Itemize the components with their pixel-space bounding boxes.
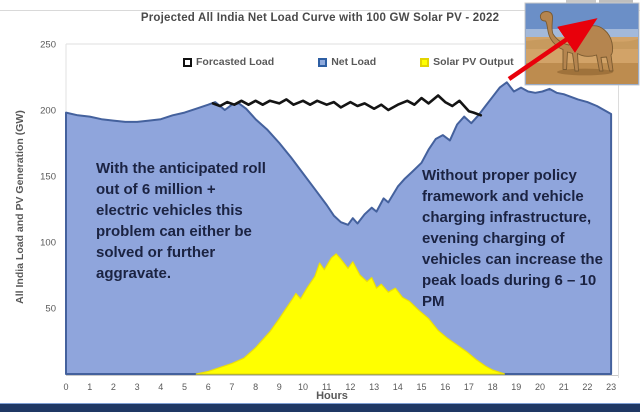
y-tick-label: 150: [40, 172, 56, 183]
legend-label: Net Load: [331, 56, 377, 68]
x-tick-label: 5: [182, 382, 187, 392]
x-tick-label: 6: [206, 382, 211, 392]
x-tick-label: 14: [393, 382, 403, 392]
net-load-area: [65, 81, 613, 375]
x-tick-label: 22: [582, 382, 592, 392]
x-tick-label: 1: [87, 382, 92, 392]
x-tick-label: 7: [229, 382, 234, 392]
x-tick-label: 20: [535, 382, 545, 392]
solar-pv-area: [195, 253, 505, 375]
x-tick-label: 12: [345, 382, 355, 392]
watermark-smudge: [566, 0, 633, 3]
y-axis-title: All India Load and PV Generation (GW): [14, 110, 26, 304]
x-tick-label: 18: [488, 382, 498, 392]
legend-label: Forcasted Load: [196, 56, 275, 68]
forecasted-load-line: [211, 94, 483, 117]
y-tick-label: 50: [45, 304, 56, 315]
y-tick-label: 100: [40, 238, 56, 249]
y-tick-label: 250: [40, 40, 56, 51]
x-tick-label: 0: [63, 382, 68, 392]
forecasted-load-swatch-icon: [183, 57, 192, 67]
x-tick-label: 23: [606, 382, 616, 392]
x-tick-label: 13: [369, 382, 379, 392]
slide-bottom-bar: [0, 403, 640, 412]
arrow-annotation: [507, 18, 598, 81]
x-tick-label: 17: [464, 382, 474, 392]
x-tick-label: 2: [111, 382, 116, 392]
x-tick-label: 19: [511, 382, 521, 392]
x-tick-label: 3: [135, 382, 140, 392]
chart-title: Projected All India Net Load Curve with …: [140, 12, 500, 24]
legend: Forcasted Load Net Load Solar PV Output: [183, 56, 514, 68]
net-load-swatch-icon: [318, 57, 328, 67]
x-tick-label: 16: [440, 382, 450, 392]
legend-label: Solar PV Output: [433, 56, 514, 68]
x-tick-label: 10: [298, 382, 308, 392]
x-tick-label: 9: [277, 382, 282, 392]
annotation-evening-charging: Without proper policy framework and vehi…: [422, 167, 603, 310]
x-tick-label: 11: [322, 382, 331, 392]
x-tick-label: 15: [416, 382, 426, 392]
x-axis-title: Hours: [316, 390, 348, 402]
x-tick-label: 4: [158, 382, 163, 392]
x-tick-label: 8: [253, 382, 258, 392]
solar-pv-swatch-icon: [420, 57, 430, 67]
x-tick-label: 21: [559, 382, 569, 392]
annotation-ev-rollout: With the anticipated roll out of 6 milli…: [96, 160, 266, 282]
legend-item-net-load: Net Load: [318, 56, 376, 68]
legend-item-forecasted-load: Forcasted Load: [183, 56, 274, 68]
y-tick-label: 200: [40, 106, 56, 117]
legend-item-solar-pv-output: Solar PV Output: [420, 56, 514, 68]
